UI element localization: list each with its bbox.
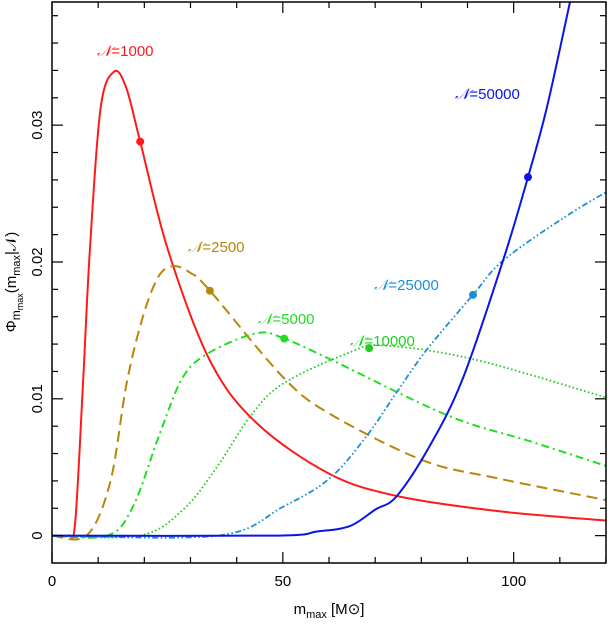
series-label-value: =1000 [111,43,153,60]
series-marker [365,344,374,353]
script-n-symbol: 𝒩 [258,310,277,328]
script-n-symbol: 𝒩 [350,332,369,350]
series-label: 𝒩=25000 [374,276,439,294]
series-label-value: =5000 [272,311,314,328]
y-tick-label: 0.03 [29,111,46,140]
series-label: 𝒩=5000 [258,310,315,328]
y-tick-label: 0 [29,531,46,539]
series-marker [523,173,532,182]
series-line-10000 [52,344,606,539]
series-marker [205,286,214,295]
tick-labels: 0 50 100 0 0.01 0.02 0.03 [29,111,526,590]
series-marker [469,290,478,299]
series-label-value: =25000 [388,277,438,294]
ticks [51,2,607,563]
series-line-1000 [52,69,606,540]
series-label: 𝒩=10000 [350,332,415,350]
x-tick-label: 0 [48,573,56,590]
script-n-symbol: 𝒩 [374,276,393,294]
series-line-25000 [52,191,606,539]
series-line-5000 [52,331,606,539]
series-line-2500 [52,265,606,541]
series-label: 𝒩=1000 [97,42,154,60]
series-label-value: =50000 [469,86,519,103]
series-marker [280,334,289,343]
script-n-symbol: 𝒩 [455,85,474,103]
x-tick-label: 50 [274,573,291,590]
plot-frame [51,1,607,564]
script-n-symbol: 𝒩 [188,238,207,256]
y-tick-label: 0.02 [29,247,46,276]
series-label: 𝒩=50000 [455,85,520,103]
series-label-value: =2500 [202,239,244,256]
x-axis-label: mmax [M⊙] [294,601,365,621]
y-tick-label: 0.01 [29,384,46,413]
series-label-value: =10000 [364,333,414,350]
x-tick-label: 100 [501,573,526,590]
script-n-symbol: 𝒩 [97,42,116,60]
series-marker [136,137,145,146]
series-label: 𝒩=2500 [188,238,245,256]
y-axis-label: Φmmax(mmax|𝒩) [3,232,25,333]
curves [52,2,606,541]
series-line-50000 [52,2,571,537]
